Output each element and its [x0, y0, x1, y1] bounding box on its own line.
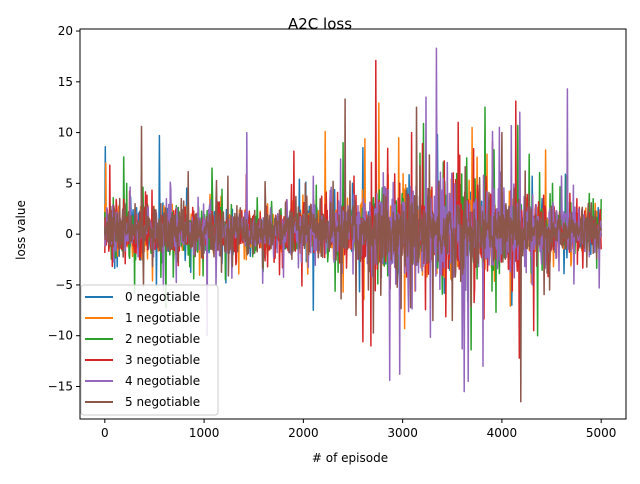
y-axis-label: loss value [14, 200, 28, 260]
y-tick-label: 0 [65, 227, 73, 241]
x-axis: 0 1000 2000 3000 4000 5000 [101, 419, 616, 440]
x-tick-label: 5000 [586, 426, 617, 440]
legend-label: 3 negotiable [125, 353, 200, 367]
y-tick-label: 10 [58, 126, 73, 140]
x-tick-label: 4000 [487, 426, 518, 440]
legend-label: 0 negotiable [125, 290, 200, 304]
y-tick-label: 15 [58, 75, 73, 89]
x-tick-label: 2000 [288, 426, 319, 440]
y-tick-label: 20 [58, 24, 73, 38]
y-tick-label: −10 [48, 329, 73, 343]
y-tick-label: 5 [65, 176, 73, 190]
series-line-5 [104, 98, 602, 403]
legend-label: 5 negotiable [125, 395, 200, 409]
y-axis: −15 −10 −5 0 5 10 15 20 [48, 24, 80, 394]
x-axis-label: # of episode [312, 451, 388, 465]
x-tick-label: 0 [101, 426, 109, 440]
x-tick-label: 3000 [387, 426, 418, 440]
x-tick-label: 1000 [189, 426, 220, 440]
chart-title: A2C loss [288, 15, 352, 33]
legend-label: 4 negotiable [125, 374, 200, 388]
legend-label: 2 negotiable [125, 332, 200, 346]
plot-area [104, 47, 602, 403]
legend-box [80, 284, 219, 416]
plot-frame [79, 28, 627, 420]
legend: 0 negotiable 1 negotiable 2 negotiable 3 ne… [80, 284, 219, 416]
legend-label: 1 negotiable [125, 311, 200, 325]
y-tick-label: −15 [48, 380, 73, 394]
y-tick-label: −5 [55, 278, 73, 292]
